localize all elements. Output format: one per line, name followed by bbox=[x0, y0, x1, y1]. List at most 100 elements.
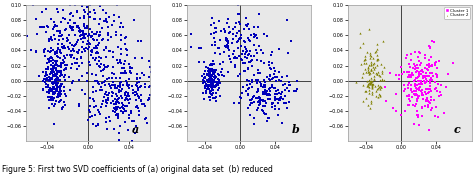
Point bbox=[225, 47, 232, 49]
Point bbox=[265, 61, 273, 64]
Cluster 1 bbox=[415, 59, 423, 62]
Point bbox=[118, 95, 125, 98]
Point bbox=[255, 103, 263, 106]
Point bbox=[124, 49, 131, 51]
Point bbox=[213, 76, 220, 78]
Cluster 1 bbox=[410, 90, 418, 93]
Cluster 1 bbox=[408, 96, 416, 99]
Point bbox=[201, 85, 209, 87]
Point bbox=[209, 77, 216, 80]
Cluster 2 bbox=[376, 74, 384, 77]
Point bbox=[280, 98, 287, 100]
Point bbox=[49, 59, 57, 62]
Point bbox=[65, 76, 73, 79]
Point bbox=[137, 99, 145, 101]
Cluster 2 bbox=[365, 28, 373, 31]
Point bbox=[211, 26, 219, 29]
Cluster 1 bbox=[426, 88, 434, 91]
Point bbox=[125, 84, 132, 87]
Cluster 2 bbox=[368, 63, 375, 65]
Point bbox=[76, 34, 84, 37]
Point bbox=[81, 17, 88, 20]
Point bbox=[250, 95, 257, 98]
Point bbox=[234, 13, 242, 16]
Cluster 1 bbox=[421, 54, 428, 56]
Cluster 1 bbox=[412, 102, 420, 105]
Cluster 1 bbox=[425, 91, 433, 94]
Point bbox=[57, 89, 65, 92]
Point bbox=[99, 81, 106, 84]
Point bbox=[102, 121, 109, 124]
Point bbox=[44, 78, 52, 81]
Point bbox=[61, 68, 68, 70]
Point bbox=[121, 109, 128, 112]
Point bbox=[134, 105, 141, 108]
Point bbox=[209, 74, 216, 77]
Point bbox=[203, 72, 211, 75]
Point bbox=[60, 45, 67, 47]
Point bbox=[114, 98, 121, 100]
Cluster 2 bbox=[363, 96, 370, 99]
Point bbox=[95, 124, 102, 126]
Point bbox=[91, 105, 98, 108]
Point bbox=[57, 62, 64, 65]
Point bbox=[64, 38, 72, 41]
Point bbox=[120, 62, 128, 65]
Cluster 2 bbox=[368, 84, 375, 86]
Point bbox=[32, 18, 39, 21]
Cluster 1 bbox=[427, 90, 435, 93]
Cluster 1 bbox=[422, 72, 430, 74]
Point bbox=[209, 88, 216, 91]
Point bbox=[114, 100, 121, 103]
Point bbox=[248, 79, 256, 82]
Point bbox=[52, 68, 60, 71]
Cluster 2 bbox=[364, 85, 371, 88]
Point bbox=[61, 78, 69, 81]
Point bbox=[146, 59, 153, 62]
Point bbox=[78, 88, 86, 91]
Point bbox=[54, 46, 62, 49]
Point bbox=[67, 24, 74, 27]
Point bbox=[242, 61, 249, 64]
Point bbox=[211, 96, 219, 99]
Point bbox=[90, 57, 97, 60]
Point bbox=[206, 70, 214, 73]
Point bbox=[50, 64, 57, 67]
Point bbox=[208, 81, 216, 84]
Point bbox=[246, 61, 254, 64]
Point bbox=[58, 74, 66, 76]
Point bbox=[102, 47, 110, 50]
Cluster 1 bbox=[422, 77, 430, 80]
Cluster 1 bbox=[415, 74, 422, 77]
Cluster 1 bbox=[412, 76, 419, 79]
Point bbox=[46, 87, 54, 90]
Point bbox=[293, 80, 301, 83]
Point bbox=[124, 93, 131, 95]
Point bbox=[110, 14, 118, 17]
Point bbox=[121, 98, 129, 101]
Cluster 1 bbox=[418, 83, 426, 86]
Point bbox=[55, 29, 62, 32]
Point bbox=[197, 47, 205, 49]
Point bbox=[45, 79, 52, 82]
Cluster 2 bbox=[371, 65, 378, 68]
Point bbox=[246, 114, 254, 117]
Point bbox=[137, 39, 145, 42]
Point bbox=[146, 97, 153, 100]
Cluster 1 bbox=[440, 112, 448, 115]
Point bbox=[218, 30, 225, 33]
Point bbox=[97, 70, 104, 73]
Point bbox=[48, 72, 55, 75]
Cluster 1 bbox=[427, 77, 435, 79]
Point bbox=[285, 84, 293, 86]
Point bbox=[45, 40, 53, 42]
Point bbox=[63, 64, 71, 66]
Point bbox=[228, 61, 235, 64]
Point bbox=[239, 49, 246, 52]
Cluster 2 bbox=[381, 79, 388, 82]
Point bbox=[48, 70, 56, 72]
Point bbox=[204, 84, 211, 87]
Point bbox=[55, 42, 62, 45]
Point bbox=[207, 62, 214, 65]
Point bbox=[205, 86, 212, 89]
